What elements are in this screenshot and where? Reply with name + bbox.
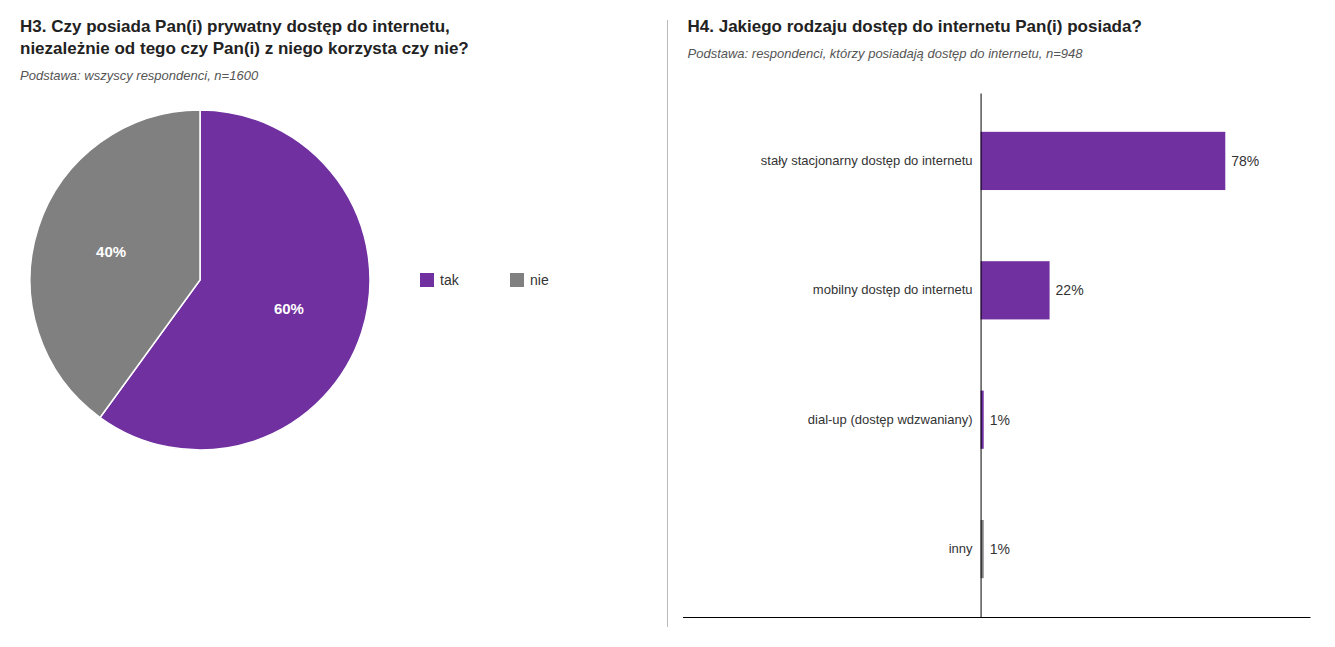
subtitle: Podstawa: wszyscy respondenci, n=1600 [20, 68, 259, 83]
tick: stały stacjonarny dostęp do internetu [761, 153, 973, 168]
title: H3. Czy posiada Pan(i) prywatny dostęp d… [20, 17, 469, 58]
bars [981, 132, 1226, 578]
tick-label: inny [949, 541, 973, 556]
legend-swatch [420, 273, 434, 287]
divider [667, 20, 668, 627]
legend-label: tak [440, 272, 460, 288]
legend-item: tak [420, 272, 460, 288]
data-label: 1% [990, 541, 1010, 557]
value-axis-line [683, 617, 1311, 618]
data-label: 1% [990, 412, 1010, 428]
pie: 60% 40% [30, 110, 370, 450]
panel: H3. Czy posiada Pan(i) prywatny dostęp d… [20, 17, 549, 450]
data-label: 60% [274, 300, 304, 317]
legend-item: nie [510, 272, 549, 288]
data-labels: 78% 22% 1% 1% [990, 153, 1260, 557]
legend-label: nie [530, 272, 549, 288]
data-label: 40% [96, 243, 126, 260]
category-axis: stały stacjonarny dostęp do internetu mob… [761, 94, 981, 618]
bar [981, 261, 1050, 319]
category-axis-line [981, 94, 982, 618]
figure: H3. Czy posiada Pan(i) prywatny dostęp d… [0, 0, 1335, 647]
tick: inny [949, 541, 973, 556]
tick: mobilny dostęp do internetu [813, 282, 973, 297]
value-axis [683, 617, 1311, 618]
bar [981, 132, 1226, 190]
panel: H4. Jakiego rodzaju dostęp do internetu … [683, 17, 1311, 618]
legend: tak nie [420, 272, 549, 288]
title: H4. Jakiego rodzaju dostęp do internetu … [688, 17, 1142, 36]
pie-slice [30, 110, 200, 418]
tick-label: dial-up (dostęp wdzwaniany) [808, 412, 973, 427]
legend-swatch [510, 273, 524, 287]
tick-label: stały stacjonarny dostęp do internetu [761, 153, 973, 168]
subtitle: Podstawa: respondenci, którzy posiadają … [688, 46, 1084, 61]
data-label: 78% [1231, 153, 1259, 169]
tick-label: mobilny dostęp do internetu [813, 282, 973, 297]
tick: dial-up (dostęp wdzwaniany) [808, 412, 973, 427]
data-label: 22% [1056, 282, 1084, 298]
